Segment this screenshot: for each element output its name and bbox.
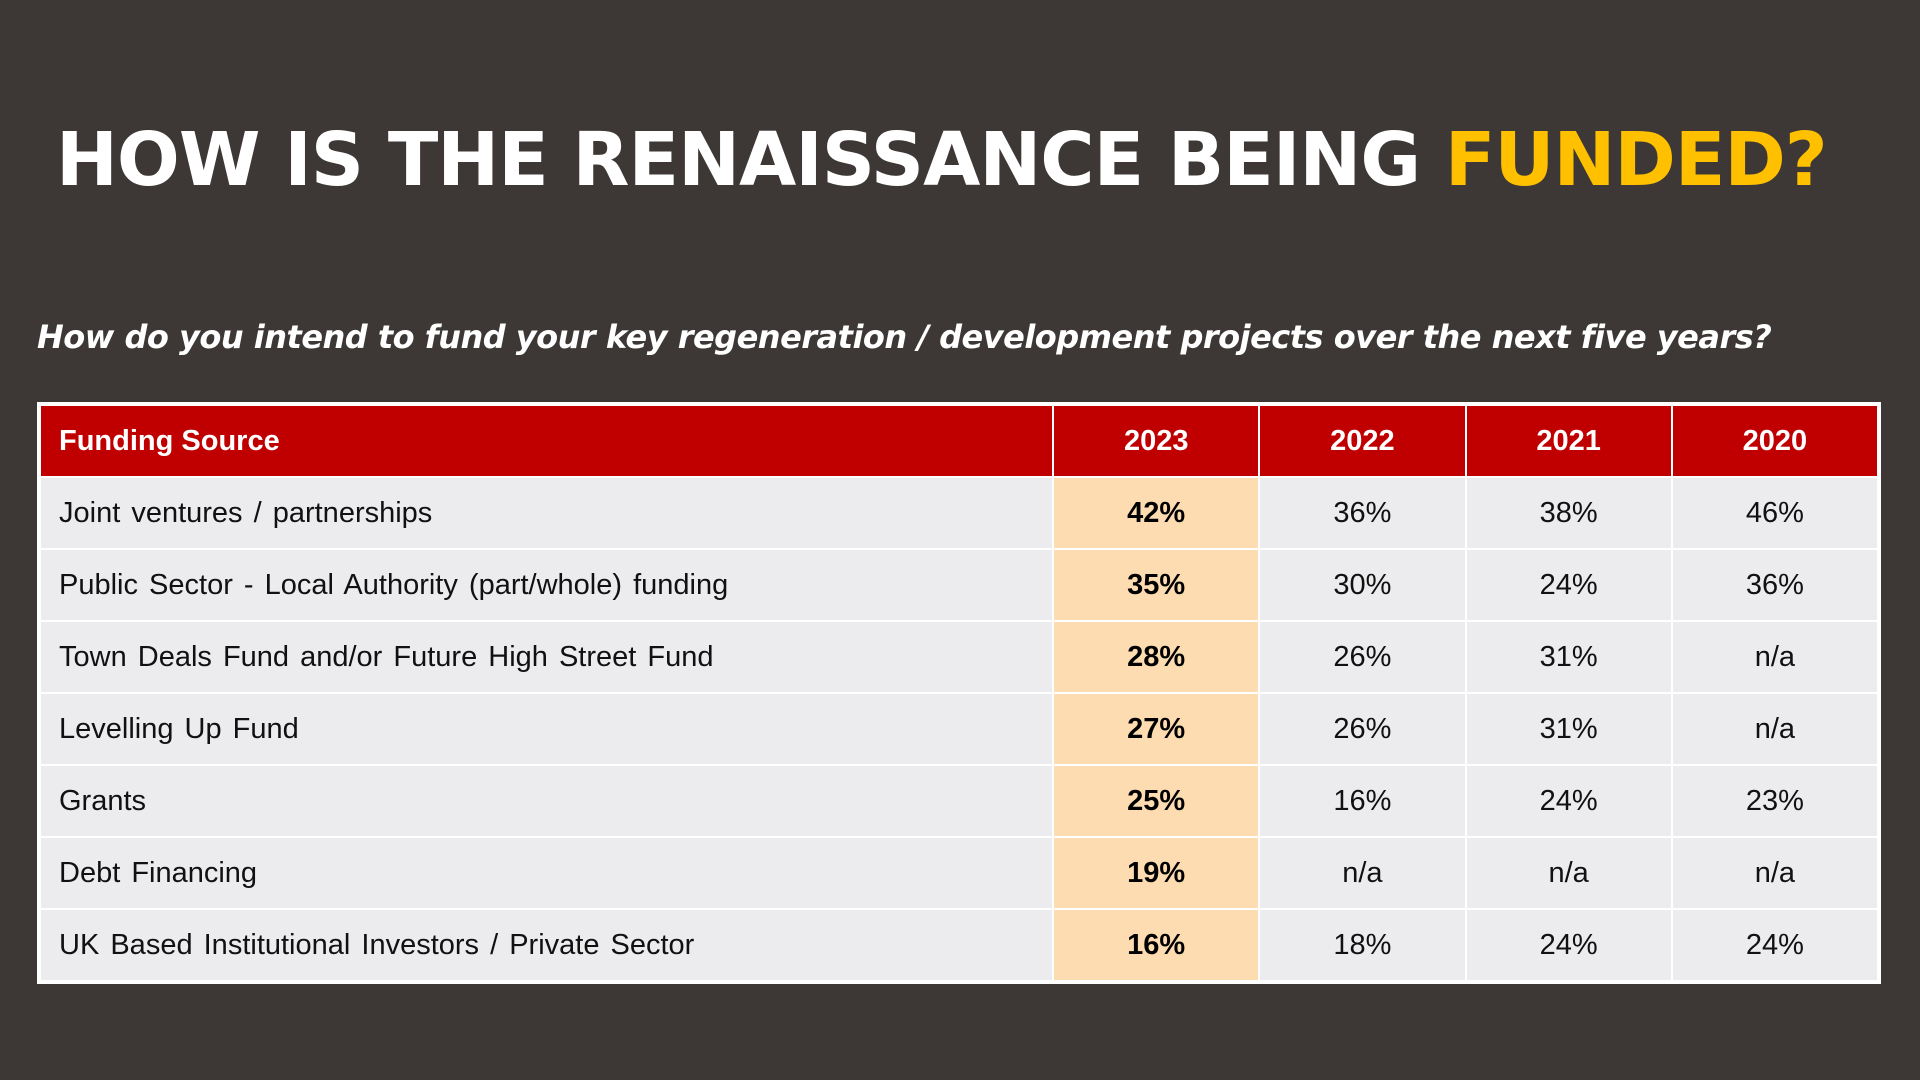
value-cell-2022: 16% [1258, 764, 1467, 838]
table-body: Joint ventures / partnerships 42% 36% 38… [38, 476, 1880, 982]
value-cell-2021: n/a [1464, 836, 1673, 910]
table-row: Levelling Up Fund 27% 26% 31% n/a [38, 692, 1880, 766]
value-cell-2023: 16% [1052, 908, 1261, 982]
header-year-2021: 2021 [1464, 404, 1673, 478]
funding-source-cell: Levelling Up Fund [38, 692, 1055, 766]
value-cell-2020: n/a [1670, 692, 1880, 766]
value-cell-2022: 36% [1258, 476, 1467, 550]
value-cell-2021: 24% [1464, 908, 1673, 982]
table-header: Funding Source 2023 2022 2021 2020 [38, 404, 1880, 478]
header-funding-source: Funding Source [38, 404, 1055, 478]
value-cell-2022: 26% [1258, 692, 1467, 766]
page-title: HOW IS THE RENAISSANCE BEING FUNDED? [56, 112, 1828, 208]
value-cell-2021: 38% [1464, 476, 1673, 550]
value-cell-2020: n/a [1670, 620, 1880, 694]
funding-source-cell: Public Sector - Local Authority (part/wh… [38, 548, 1055, 622]
funding-table: Funding Source 2023 2022 2021 2020 Joint… [38, 404, 1880, 982]
value-cell-2021: 31% [1464, 692, 1673, 766]
value-cell-2023: 28% [1052, 620, 1261, 694]
table-row: Joint ventures / partnerships 42% 36% 38… [38, 476, 1880, 550]
value-cell-2021: 31% [1464, 620, 1673, 694]
header-year-2022: 2022 [1258, 404, 1467, 478]
table-row: Public Sector - Local Authority (part/wh… [38, 548, 1880, 622]
value-cell-2023: 35% [1052, 548, 1261, 622]
value-cell-2022: 26% [1258, 620, 1467, 694]
funding-source-cell: UK Based Institutional Investors / Priva… [38, 908, 1055, 982]
funding-table-container: Funding Source 2023 2022 2021 2020 Joint… [37, 402, 1881, 984]
funding-source-cell: Debt Financing [38, 836, 1055, 910]
funding-source-cell: Joint ventures / partnerships [38, 476, 1055, 550]
value-cell-2020: 24% [1670, 908, 1880, 982]
table-row: Debt Financing 19% n/a n/a n/a [38, 836, 1880, 910]
value-cell-2023: 25% [1052, 764, 1261, 838]
funding-source-cell: Town Deals Fund and/or Future High Stree… [38, 620, 1055, 694]
funding-source-cell: Grants [38, 764, 1055, 838]
title-accent: FUNDED? [1444, 117, 1828, 203]
value-cell-2022: 18% [1258, 908, 1467, 982]
value-cell-2023: 27% [1052, 692, 1261, 766]
value-cell-2020: 36% [1670, 548, 1880, 622]
value-cell-2020: 46% [1670, 476, 1880, 550]
value-cell-2022: 30% [1258, 548, 1467, 622]
value-cell-2022: n/a [1258, 836, 1467, 910]
value-cell-2023: 42% [1052, 476, 1261, 550]
header-row: Funding Source 2023 2022 2021 2020 [38, 404, 1880, 478]
value-cell-2023: 19% [1052, 836, 1261, 910]
header-year-2023: 2023 [1052, 404, 1261, 478]
value-cell-2021: 24% [1464, 548, 1673, 622]
table-row: UK Based Institutional Investors / Priva… [38, 908, 1880, 982]
survey-question: How do you intend to fund your key regen… [37, 318, 1772, 356]
value-cell-2020: n/a [1670, 836, 1880, 910]
header-year-2020: 2020 [1670, 404, 1880, 478]
table-row: Town Deals Fund and/or Future High Stree… [38, 620, 1880, 694]
value-cell-2020: 23% [1670, 764, 1880, 838]
title-main: HOW IS THE RENAISSANCE BEING [56, 117, 1445, 203]
value-cell-2021: 24% [1464, 764, 1673, 838]
table-row: Grants 25% 16% 24% 23% [38, 764, 1880, 838]
